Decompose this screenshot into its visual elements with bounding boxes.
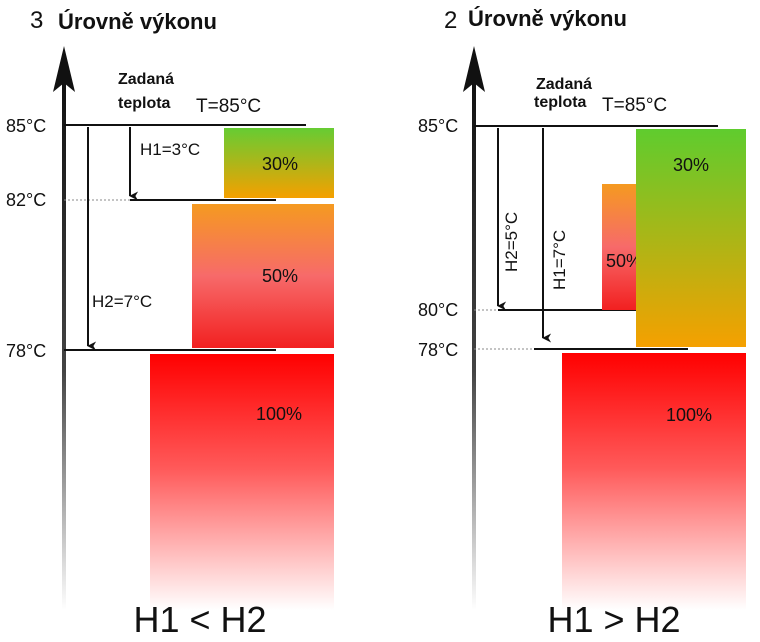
panel-right: 2 Úrovně výkonu Zadaná teplota T=85°C 85… — [418, 6, 746, 640]
panel-caption: H1 < H2 — [133, 599, 266, 640]
temp-label-85: 85°C — [418, 116, 458, 136]
level-number: 3 — [30, 7, 43, 34]
axis-shaft — [472, 80, 476, 610]
axis-arrow-icon — [53, 46, 75, 92]
power-bar-100-label: 100% — [666, 405, 712, 425]
axis-shaft — [62, 80, 66, 610]
temp-label-78: 78°C — [6, 341, 46, 361]
setpoint-label-line1: Zadaná — [118, 71, 174, 88]
temp-label-85: 85°C — [6, 116, 46, 136]
power-bar-50-label: 50% — [606, 251, 642, 271]
h1-label: H1=7°C — [550, 230, 569, 290]
power-bar-50 — [192, 204, 334, 348]
power-bar-100 — [562, 353, 746, 610]
panel-title: Úrovně výkonu — [468, 6, 627, 31]
axis-arrow-icon — [463, 46, 485, 92]
setpoint-label-line2: teplota — [118, 95, 171, 112]
power-bar-50 — [602, 184, 638, 310]
setpoint-label-line2: teplota — [534, 94, 587, 111]
power-bar-30-label: 30% — [673, 155, 709, 175]
temp-label-80: 80°C — [418, 300, 458, 320]
power-bar-50-label: 50% — [262, 266, 298, 286]
power-bar-30 — [224, 128, 334, 198]
setpoint-value: T=85°C — [196, 96, 261, 117]
temp-label-78: 78°C — [418, 340, 458, 360]
power-bar-30 — [636, 129, 746, 347]
h1-label: H1=3°C — [140, 140, 200, 159]
setpoint-value: T=85°C — [602, 95, 667, 116]
panel-title: Úrovně výkonu — [58, 9, 217, 34]
level-number: 2 — [444, 7, 457, 34]
power-bar-100-label: 100% — [256, 404, 302, 424]
h2-label: H2=5°C — [502, 212, 521, 272]
power-bar-100 — [150, 354, 334, 610]
panel-left: 3 Úrovně výkonu Zadaná teplota T=85°C 85… — [6, 7, 334, 640]
setpoint-label-line1: Zadaná — [536, 76, 592, 93]
power-bar-30-label: 30% — [262, 154, 298, 174]
temp-label-82: 82°C — [6, 190, 46, 210]
panel-caption: H1 > H2 — [547, 599, 680, 640]
h2-label: H2=7°C — [92, 292, 152, 311]
